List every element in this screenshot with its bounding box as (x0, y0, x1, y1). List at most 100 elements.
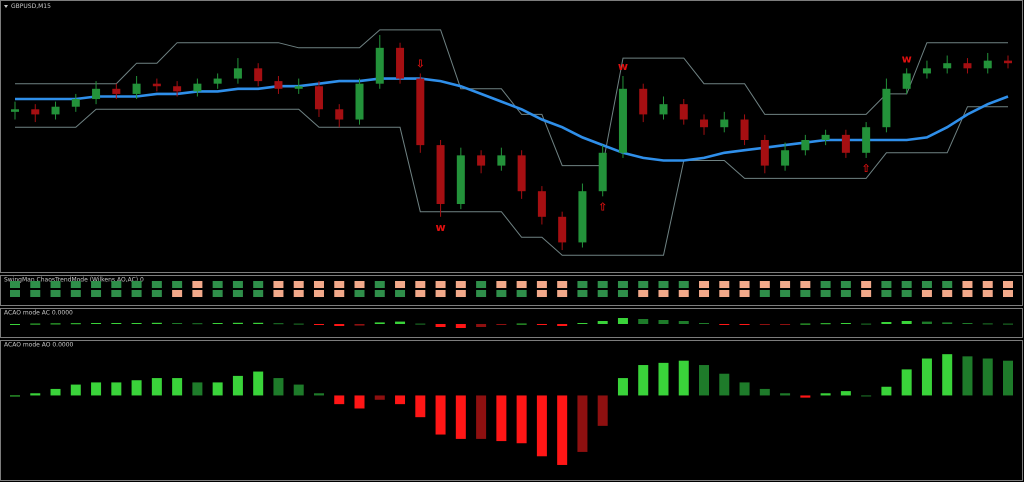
candle-body (51, 106, 60, 115)
trend-cell (759, 290, 770, 297)
trend-cell (476, 281, 487, 288)
trend-cell (212, 281, 223, 288)
trend-cell (780, 281, 791, 288)
histogram-bar (557, 395, 568, 465)
histogram-bar (982, 323, 993, 325)
histogram-bar (354, 324, 365, 326)
trend-cell (780, 290, 791, 297)
histogram-bar (293, 384, 304, 396)
trend-cell (962, 290, 973, 297)
panel-title: ACAO mode AC 0.0000 (4, 310, 73, 317)
trend-cell (253, 290, 264, 297)
trend-cell (820, 290, 831, 297)
candle-body (233, 68, 242, 79)
trend-cell (638, 290, 649, 297)
histogram-bar (759, 388, 770, 396)
histogram-bar (10, 395, 20, 397)
trend-cell (557, 290, 568, 297)
trend-cell (435, 290, 446, 297)
histogram-bar (1003, 360, 1013, 396)
histogram-bar (577, 323, 588, 324)
trend-cell (617, 290, 628, 297)
trend-cell (881, 290, 892, 297)
candle-body (983, 60, 992, 69)
histogram-bar (374, 322, 385, 324)
histogram-bar (91, 323, 102, 324)
trend-cell (415, 281, 426, 288)
trend-cell (658, 281, 669, 288)
trend-cell (901, 290, 912, 297)
trend-cell (192, 290, 203, 297)
trend-cell (840, 281, 851, 288)
histogram-bar (334, 324, 345, 326)
candle-body (598, 152, 607, 192)
candle-body (862, 127, 871, 153)
histogram-bar (172, 378, 183, 396)
histogram-bar (111, 382, 122, 396)
trend-cell (334, 281, 345, 288)
trend-cell (921, 281, 932, 288)
trend-cell (557, 281, 568, 288)
histogram-bar (496, 395, 507, 442)
trend-cell (70, 290, 81, 297)
trend-cell (678, 290, 689, 297)
trend-cell (759, 281, 770, 288)
histogram-bar (617, 318, 628, 324)
signal-annotation: ⇧ (862, 162, 871, 175)
candle-body (700, 119, 709, 128)
histogram-bar (212, 323, 223, 324)
signal-annotation: w (435, 221, 445, 234)
histogram-bar (435, 395, 446, 435)
histogram-bar (921, 321, 932, 324)
trend-cell (496, 281, 507, 288)
trend-cell (536, 281, 547, 288)
trend-cell (313, 281, 324, 288)
histogram-bar (678, 360, 689, 396)
trend-cell (577, 281, 588, 288)
trend-cell (30, 281, 41, 288)
trend-cell (658, 290, 669, 297)
trend-cell (212, 290, 223, 297)
trend-cell (374, 290, 385, 297)
trend-cell (91, 281, 102, 288)
candle-body (578, 191, 587, 243)
candle-body (173, 86, 182, 92)
histogram-bar (455, 395, 466, 439)
histogram-bar (476, 324, 487, 327)
histogram-bar (557, 324, 568, 326)
trend-cell (374, 281, 385, 288)
trend-cell (50, 290, 61, 297)
trend-cell (942, 281, 953, 288)
trend-cell (455, 281, 466, 288)
trend-cell (273, 281, 284, 288)
trend-cell (273, 290, 284, 297)
candle-body (639, 88, 648, 115)
candle-body (477, 155, 486, 166)
trend-cell (91, 290, 102, 297)
histogram-bar (192, 382, 203, 396)
histogram-bar (780, 324, 791, 325)
histogram-bar (70, 323, 81, 325)
candle-body (112, 88, 121, 94)
histogram-bar (273, 323, 284, 325)
histogram-bar (455, 324, 466, 328)
trend-cell (111, 281, 122, 288)
histogram-bar (10, 324, 20, 325)
histogram-bar (678, 321, 689, 324)
trend-cell (901, 281, 912, 288)
candle-body (801, 140, 810, 151)
candle-body (902, 73, 911, 89)
histogram-bar (435, 324, 446, 327)
histogram-bar (415, 395, 426, 418)
signal-annotation: ⇩ (416, 57, 425, 70)
histogram-bar (536, 395, 547, 457)
candle-body (375, 47, 384, 84)
trend-cell (1003, 281, 1013, 288)
candle-body (213, 78, 222, 84)
histogram-bar (840, 391, 851, 396)
trend-cell (313, 290, 324, 297)
candle-body (456, 155, 465, 204)
trend-cell (172, 281, 183, 288)
trend-cell (131, 281, 142, 288)
